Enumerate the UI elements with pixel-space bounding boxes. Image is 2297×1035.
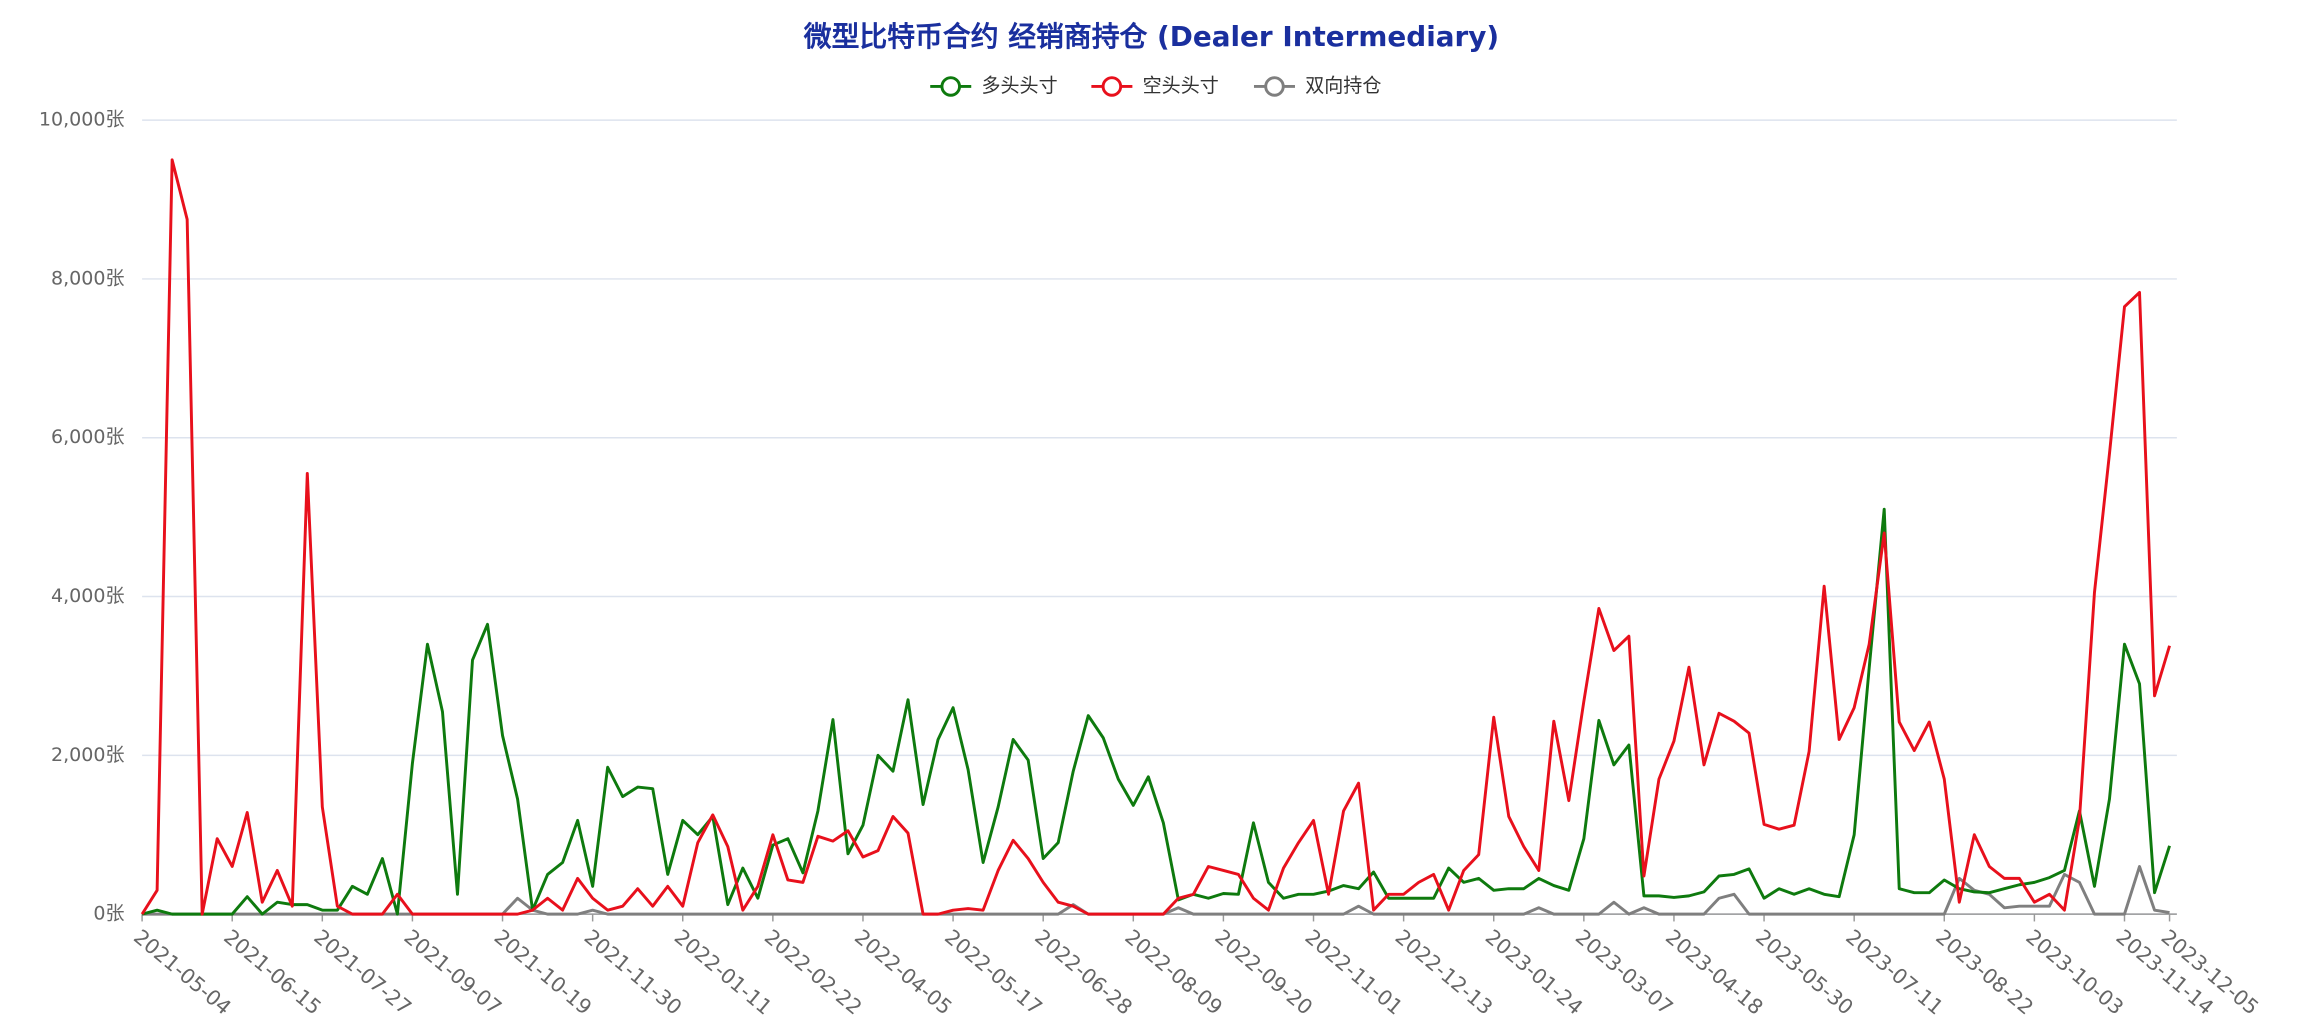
legend-label: 多头头寸: [981, 75, 1057, 97]
x-tick-label: 2021-06-15: [219, 925, 326, 1020]
legend-label: 空头头寸: [1143, 75, 1219, 97]
x-tick-label: 2022-04-05: [850, 925, 957, 1020]
x-tick-label: 2021-05-04: [129, 925, 236, 1020]
x-tick-label: 2023-04-18: [1661, 925, 1768, 1020]
legend-item: 双向持仓: [1253, 75, 1381, 97]
y-tick-label: 10,000张: [39, 109, 125, 131]
x-tick-label: 2021-11-30: [580, 925, 687, 1020]
x-tick-label: 2021-09-07: [399, 925, 506, 1020]
legend-item: 多头头寸: [930, 75, 1058, 97]
x-tick-label: 2023-08-22: [1931, 925, 2038, 1020]
legend-label: 双向持仓: [1305, 75, 1381, 97]
y-tick-label: 6,000张: [51, 426, 125, 448]
x-tick-label: 2022-06-28: [1030, 925, 1137, 1020]
x-tick-label: 2022-01-11: [670, 925, 777, 1020]
series-line: [142, 865, 2170, 916]
x-tick-label: 2022-05-17: [940, 925, 1047, 1020]
y-tick-label: 4,000张: [51, 585, 125, 607]
legend-symbol: [940, 76, 961, 97]
chart-title: 微型比特币合约 经销商持仓 (Dealer Intermediary): [803, 20, 1499, 53]
x-tick-label: 2022-09-20: [1210, 925, 1317, 1020]
x-tick-label: 2023-03-07: [1571, 925, 1678, 1020]
x-tick-label: 2021-10-19: [490, 925, 597, 1020]
legend-symbol: [1264, 76, 1285, 97]
series-line: [140, 158, 2171, 916]
x-tick-label: 2023-07-11: [1841, 925, 1948, 1020]
y-tick-label: 0张: [93, 903, 124, 925]
legend-symbol: [1101, 76, 1123, 97]
x-tick-label: 2022-12-13: [1391, 925, 1498, 1020]
x-tick-label: 2022-11-01: [1301, 925, 1408, 1020]
y-tick-label: 2,000张: [51, 744, 125, 766]
x-tick-label: 2021-07-27: [309, 925, 416, 1020]
x-tick-label: 2023-05-30: [1751, 925, 1858, 1020]
legend-item: 空头头寸: [1091, 75, 1219, 97]
x-tick-label: 2023-01-24: [1481, 925, 1588, 1020]
x-tick-label: 2022-08-09: [1120, 925, 1227, 1020]
series-line: [141, 507, 2171, 916]
x-tick-label: 2023-10-03: [2021, 925, 2128, 1020]
x-tick-label: 2022-02-22: [760, 925, 867, 1020]
y-tick-label: 8,000张: [51, 267, 125, 289]
